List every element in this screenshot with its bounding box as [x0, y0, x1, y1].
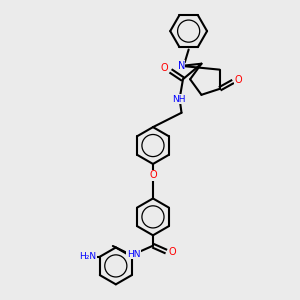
Text: NH: NH: [172, 95, 185, 104]
Text: HN: HN: [127, 250, 140, 259]
Text: O: O: [161, 63, 168, 73]
Text: N: N: [178, 61, 185, 71]
Text: O: O: [235, 75, 242, 85]
Text: O: O: [169, 247, 176, 257]
Text: H₂N: H₂N: [80, 252, 97, 261]
Text: O: O: [149, 170, 157, 180]
